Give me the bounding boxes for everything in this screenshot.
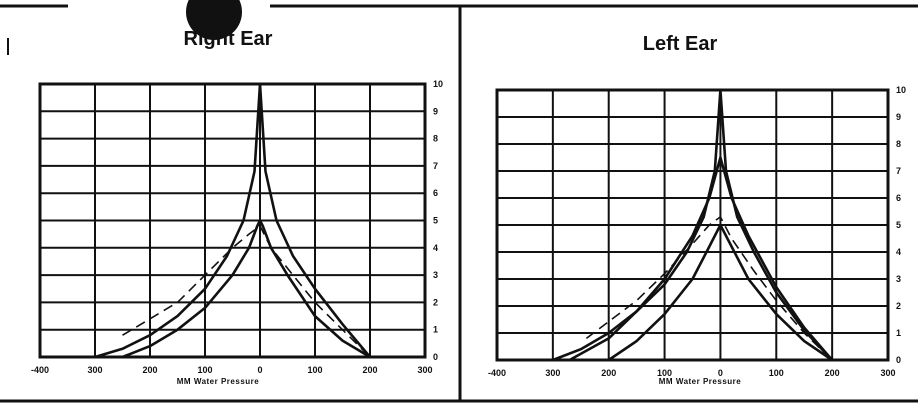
solid-curve: [122, 219, 371, 359]
solid-curve: [568, 156, 834, 362]
x-tick-label: 0: [257, 365, 262, 375]
chart-title: Right Ear: [184, 28, 273, 50]
x-tick-label: 200: [825, 368, 840, 378]
y-tick-label: 3: [433, 270, 438, 280]
y-tick-label: 3: [896, 274, 901, 284]
x-tick-label: 0: [718, 368, 723, 378]
y-tick-label: 9: [896, 112, 901, 122]
y-tick-label: 5: [896, 220, 901, 230]
x-tick-label: 200: [142, 365, 157, 375]
y-tick-label: 10: [896, 85, 906, 95]
y-tick-label: 4: [433, 243, 438, 253]
x-tick-label: 300: [880, 368, 895, 378]
y-tick-label: 4: [896, 247, 901, 257]
y-tick-label: 0: [896, 355, 901, 365]
y-tick-label: 2: [896, 301, 901, 311]
dashed-curve: [585, 215, 833, 361]
x-tick-label: 200: [601, 368, 616, 378]
punch-hole: [186, 0, 242, 40]
x-axis-label: MM Water Pressure: [177, 377, 260, 386]
y-tick-label: 1: [433, 325, 438, 335]
y-tick-label: 10: [433, 79, 443, 89]
x-tick-label: 100: [307, 365, 322, 375]
y-tick-label: 5: [433, 216, 438, 226]
solid-curve: [94, 82, 371, 359]
left-ear-panel: Left Ear 0 1 2 3 4 5 6 7 8 9 10 -400 300 200 100 0 100 2…: [488, 33, 906, 386]
plot-frame: [38, 82, 427, 359]
y-tick-label: 8: [896, 139, 901, 149]
y-tick-label: 0: [433, 352, 438, 362]
y-tick-label: 1: [896, 328, 901, 338]
x-tick-label: 300: [87, 365, 102, 375]
dashed-curve: [122, 224, 371, 358]
x-axis-label: MM Water Pressure: [659, 377, 742, 386]
x-tick-label: -400: [488, 368, 506, 378]
x-tick-label: -400: [31, 365, 49, 375]
chart-title: Left Ear: [643, 33, 718, 55]
y-tick-label: 7: [433, 161, 438, 171]
x-tick-label: 100: [769, 368, 784, 378]
right-ear-panel: Right Ear 0 1 2 3 4 5 6 7 8 9 10 -400 300 200 100 0 100…: [31, 28, 443, 386]
solid-curve: [607, 223, 833, 362]
x-tick-label: 100: [657, 368, 672, 378]
plot-frame: [495, 88, 890, 362]
y-tick-label: 8: [433, 134, 438, 144]
solid-curve: [552, 88, 834, 362]
y-tick-label: 9: [433, 106, 438, 116]
y-tick-label: 7: [896, 166, 901, 176]
x-tick-label: 200: [362, 365, 377, 375]
x-tick-label: 100: [197, 365, 212, 375]
y-tick-label: 2: [433, 297, 438, 307]
x-tick-label: 300: [545, 368, 560, 378]
y-tick-label: 6: [433, 188, 438, 198]
x-tick-label: 300: [417, 365, 432, 375]
y-tick-label: 6: [896, 193, 901, 203]
